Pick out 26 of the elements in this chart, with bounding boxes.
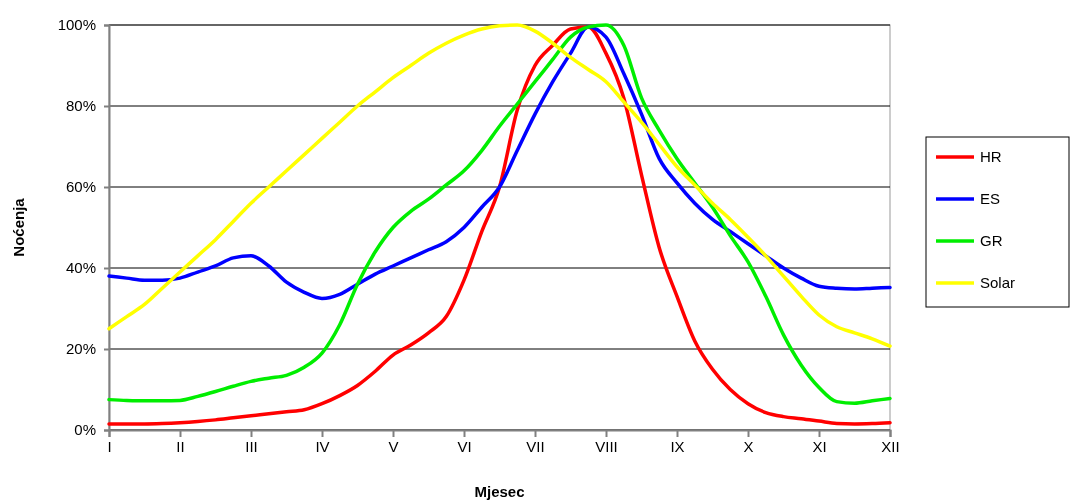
- x-tick-label: V: [388, 438, 399, 455]
- y-tick-label: 60%: [65, 178, 96, 196]
- x-tick-label: XI: [812, 438, 827, 455]
- x-tick-label: VIII: [595, 438, 618, 455]
- line-series: [107, 25, 892, 301]
- y-tick-label: 40%: [65, 259, 96, 277]
- y-axis-title: Noćenja: [10, 197, 27, 257]
- x-axis-title: Mjesec: [474, 483, 525, 500]
- legend-label: HR: [980, 148, 1002, 166]
- x-tick-label: XII: [881, 438, 900, 455]
- x-tick-label: VI: [457, 438, 472, 455]
- legend-label: ES: [980, 190, 1001, 208]
- x-tick-label: IV: [315, 438, 330, 455]
- x-tick-label: X: [743, 438, 754, 455]
- x-tick-label: VII: [526, 438, 545, 455]
- y-tick-label: 80%: [65, 97, 96, 115]
- x-tick-label: I: [107, 438, 112, 455]
- y-tick-label: 20%: [65, 340, 96, 358]
- x-tick-label: III: [245, 438, 258, 455]
- line-series: [107, 23, 892, 348]
- x-tick-label: IX: [670, 438, 685, 455]
- legend-label: Solar: [980, 274, 1016, 292]
- y-tick-label: 0%: [74, 421, 96, 439]
- legend-label: GR: [980, 232, 1003, 250]
- y-tick-label: 100%: [57, 16, 96, 34]
- x-tick-label: II: [176, 438, 185, 455]
